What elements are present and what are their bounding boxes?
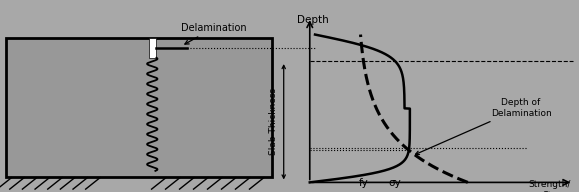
Text: Depth of
Delamination: Depth of Delamination — [416, 98, 551, 155]
Text: Slab Thickness: Slab Thickness — [269, 88, 278, 155]
Text: fy: fy — [358, 178, 368, 188]
Text: σy: σy — [389, 178, 401, 188]
Text: Depth: Depth — [297, 15, 328, 25]
Text: Strength/
Stress: Strength/ Stress — [528, 180, 570, 192]
Bar — [6, 38, 272, 177]
Bar — [149, 38, 156, 58]
Text: Delamination: Delamination — [181, 23, 247, 44]
